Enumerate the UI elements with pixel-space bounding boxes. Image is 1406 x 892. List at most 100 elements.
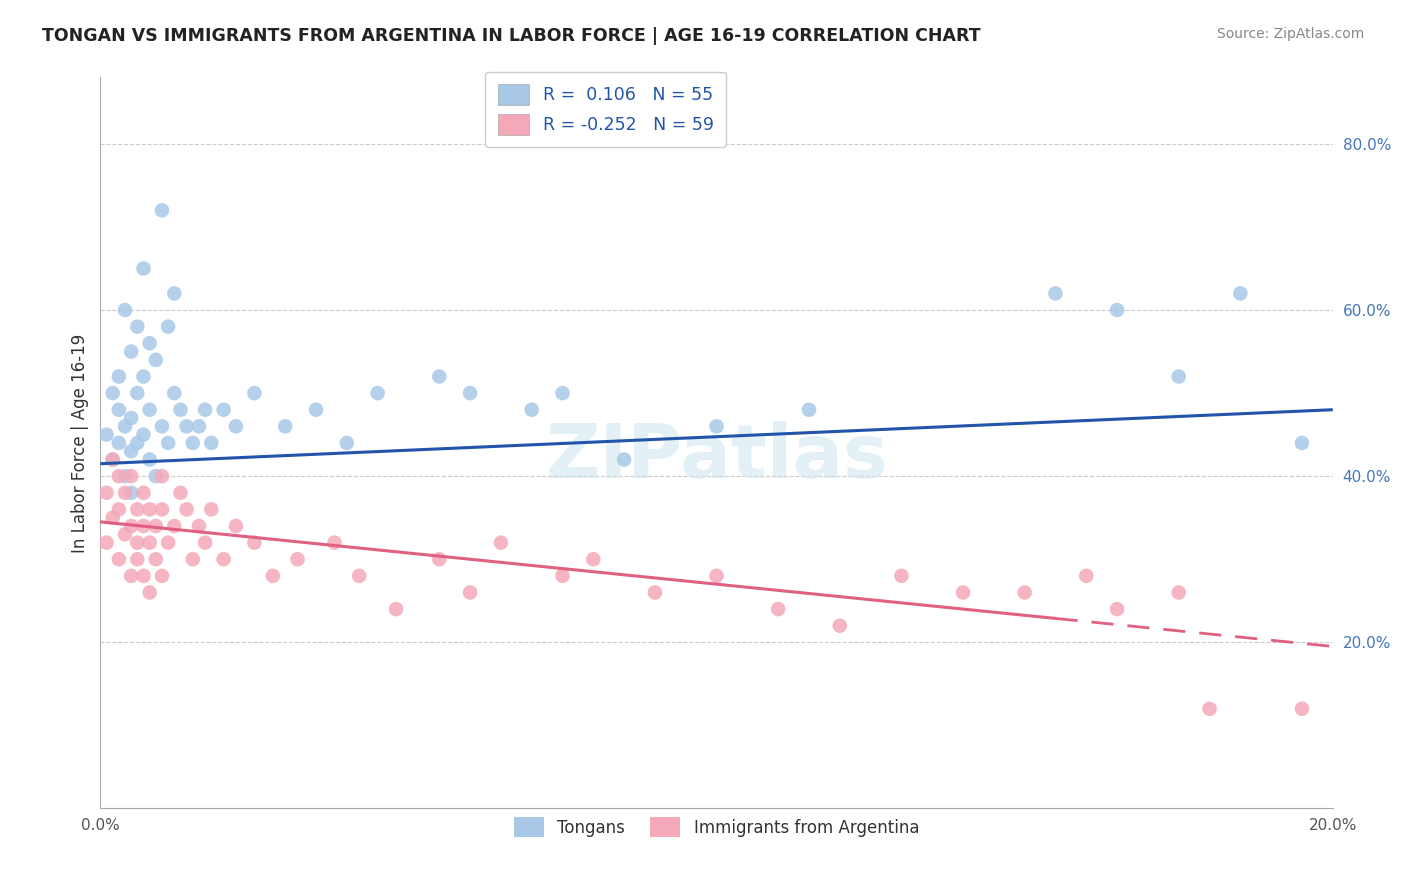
Point (181, 436, 204, 450)
Point (120, 485, 142, 500)
Point (1014, 585, 1036, 599)
Point (262, 569, 284, 583)
Point (952, 585, 974, 599)
Point (132, 485, 155, 500)
Point (120, 444, 142, 458)
Point (114, 419, 136, 434)
Point (150, 469, 173, 483)
Text: TONGAN VS IMMIGRANTS FROM ARGENTINA IN LABOR FORCE | AGE 16-19 CORRELATION CHART: TONGAN VS IMMIGRANTS FROM ARGENTINA IN L… (42, 27, 981, 45)
Point (1167, 585, 1189, 599)
Point (101, 452, 124, 467)
Point (367, 386, 389, 401)
Point (766, 602, 789, 616)
Point (287, 552, 309, 566)
Point (101, 510, 124, 524)
Point (169, 485, 191, 500)
Point (427, 369, 450, 384)
Point (187, 419, 209, 434)
Point (101, 452, 124, 467)
Point (163, 519, 186, 533)
Point (145, 519, 167, 533)
Point (243, 386, 266, 401)
Point (150, 419, 173, 434)
Point (225, 519, 247, 533)
Point (127, 386, 149, 401)
Point (138, 402, 160, 417)
Point (138, 585, 160, 599)
Point (176, 502, 198, 516)
Point (96, 535, 118, 549)
Point (551, 569, 574, 583)
Point (114, 469, 136, 483)
Point (706, 569, 728, 583)
Point (243, 535, 266, 549)
Point (274, 419, 297, 434)
Point (427, 552, 450, 566)
Point (114, 303, 136, 318)
Point (127, 319, 149, 334)
Text: ZIPatlas: ZIPatlas (546, 421, 887, 494)
Point (187, 519, 209, 533)
Point (225, 419, 247, 434)
Point (127, 436, 149, 450)
Point (120, 519, 142, 533)
Point (150, 502, 173, 516)
Point (305, 402, 328, 417)
Point (132, 519, 155, 533)
Point (458, 585, 481, 599)
Point (138, 535, 160, 549)
Point (96, 485, 118, 500)
Point (114, 527, 136, 541)
Point (797, 402, 820, 417)
Point (132, 261, 155, 276)
Point (127, 502, 149, 516)
Point (138, 502, 160, 516)
Point (127, 552, 149, 566)
Point (212, 402, 235, 417)
Point (613, 452, 636, 467)
Point (347, 569, 370, 583)
Point (132, 569, 155, 583)
Point (1076, 569, 1098, 583)
Point (706, 419, 728, 434)
Point (145, 469, 167, 483)
Point (644, 585, 666, 599)
Point (145, 552, 167, 566)
Point (489, 535, 512, 549)
Point (138, 336, 160, 351)
Point (163, 286, 186, 301)
Point (169, 402, 191, 417)
Point (1229, 286, 1251, 301)
Point (150, 569, 173, 583)
Point (181, 552, 204, 566)
Point (114, 485, 136, 500)
Text: Source: ZipAtlas.com: Source: ZipAtlas.com (1216, 27, 1364, 41)
Point (163, 386, 186, 401)
Point (132, 369, 155, 384)
Point (1291, 702, 1313, 716)
Point (200, 436, 222, 450)
Point (127, 535, 149, 549)
Point (120, 569, 142, 583)
Point (1291, 436, 1313, 450)
Point (828, 618, 851, 632)
Point (157, 319, 180, 334)
Point (1167, 369, 1189, 384)
Point (150, 203, 173, 218)
Point (890, 569, 912, 583)
Point (551, 386, 574, 401)
Point (120, 469, 142, 483)
Point (120, 344, 142, 359)
Point (108, 436, 131, 450)
Point (108, 502, 131, 516)
Point (336, 436, 359, 450)
Point (157, 535, 180, 549)
Point (101, 386, 124, 401)
Point (1107, 303, 1129, 318)
Point (96, 427, 118, 442)
Point (212, 552, 235, 566)
Point (108, 469, 131, 483)
Point (108, 552, 131, 566)
Point (157, 436, 180, 450)
Point (138, 452, 160, 467)
